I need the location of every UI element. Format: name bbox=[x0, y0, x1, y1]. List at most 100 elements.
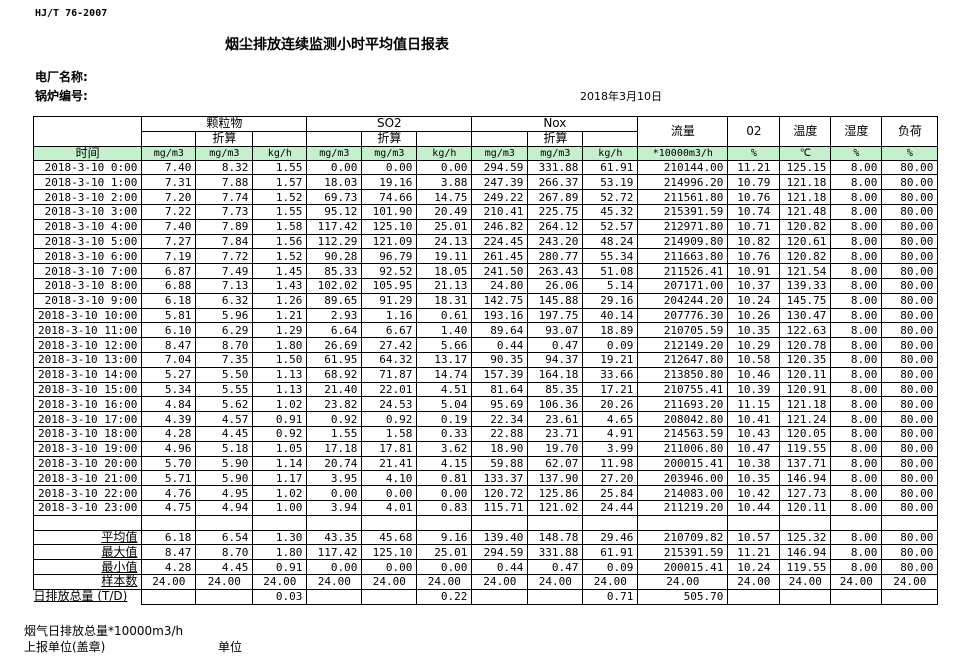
value-cell: 1.80 bbox=[252, 544, 308, 561]
value-cell: 92.52 bbox=[361, 263, 418, 279]
value-cell: 81.64 bbox=[471, 381, 529, 398]
summary-label: 最大值 bbox=[32, 544, 143, 561]
time-cell: 2018-3-10 10:00 bbox=[32, 307, 143, 324]
value-cell: 102.02 bbox=[306, 277, 363, 294]
value-cell: 10.29 bbox=[727, 337, 781, 353]
value-cell: 125.32 bbox=[779, 529, 832, 546]
value-cell: 10.58 bbox=[727, 351, 781, 368]
page-title: 烟尘排放连续监测小时平均值日报表 bbox=[225, 37, 449, 53]
time-cell: 2018-3-10 4:00 bbox=[32, 218, 143, 235]
time-cell: 2018-3-10 16:00 bbox=[32, 396, 143, 413]
value-cell: 23.71 bbox=[527, 425, 584, 442]
value-cell: 4.15 bbox=[416, 455, 473, 472]
value-cell: 120.05 bbox=[779, 425, 832, 442]
value-cell: 6.18 bbox=[141, 529, 197, 546]
table-row: 2018-3-10 15:00 5.34 5.55 1.13 21.40 22.01 4.5… bbox=[32, 381, 939, 398]
value-cell: 8.00 bbox=[830, 322, 883, 339]
value-cell: 280.77 bbox=[527, 248, 584, 265]
summary-label: 样本数 bbox=[32, 573, 143, 590]
value-cell: 10.37 bbox=[727, 277, 781, 294]
value-cell: 7.74 bbox=[195, 189, 254, 205]
value-cell: 5.34 bbox=[141, 381, 197, 398]
value-cell: 6.54 bbox=[195, 529, 254, 546]
blank-cell bbox=[195, 514, 254, 531]
value-cell: 120.82 bbox=[779, 248, 832, 265]
summary-label: 日排放总量 (T/D) bbox=[33, 588, 143, 604]
value-cell: 261.45 bbox=[471, 248, 529, 265]
value-cell: 112.29 bbox=[306, 233, 363, 250]
value-cell: 115.71 bbox=[471, 499, 529, 516]
table-row: 2018-3-10 6:00 7.19 7.72 1.52 90.28 96.79 19.1… bbox=[32, 248, 939, 265]
value-cell: 5.14 bbox=[582, 277, 639, 294]
value-cell: 6.67 bbox=[361, 322, 418, 339]
value-cell: 4.91 bbox=[582, 425, 639, 442]
value-cell: 3.94 bbox=[306, 499, 363, 516]
table-row: 2018-3-10 10:00 5.81 5.96 1.21 2.93 1.16 0.61 1… bbox=[32, 307, 939, 324]
value-cell: 11.21 bbox=[727, 159, 781, 176]
unit-cell: % bbox=[830, 145, 883, 161]
value-cell: 121.18 bbox=[779, 396, 832, 413]
time-cell: 2018-3-10 6:00 bbox=[32, 248, 143, 265]
value-cell: 294.59 bbox=[471, 544, 529, 561]
time-cell: 2018-3-10 1:00 bbox=[32, 174, 143, 191]
value-cell: 24.00 bbox=[582, 573, 639, 590]
value-cell bbox=[527, 588, 584, 605]
value-cell: 8.00 bbox=[830, 307, 883, 324]
value-cell: 0.00 bbox=[361, 159, 418, 176]
value-cell: 61.95 bbox=[306, 351, 363, 368]
time-cell: 2018-3-10 22:00 bbox=[32, 485, 143, 501]
value-cell: 29.16 bbox=[582, 292, 639, 309]
value-cell: 1.26 bbox=[252, 292, 308, 309]
table-row: 2018-3-10 17:00 4.39 4.57 0.91 0.92 0.92 0.19 2… bbox=[32, 411, 939, 427]
value-cell: 247.39 bbox=[471, 174, 529, 191]
value-cell: 139.33 bbox=[779, 277, 832, 294]
value-cell: 1.40 bbox=[416, 322, 473, 339]
value-cell: 24.00 bbox=[779, 573, 832, 590]
value-cell: 5.71 bbox=[141, 470, 197, 487]
value-cell: 8.00 bbox=[830, 248, 883, 265]
table-row: 2018-3-10 13:00 7.04 7.35 1.50 61.95 64.32 13.… bbox=[32, 351, 939, 368]
value-cell: 249.22 bbox=[471, 189, 529, 205]
value-cell: 125.10 bbox=[361, 544, 418, 561]
value-cell bbox=[727, 588, 781, 605]
table-row: 2018-3-10 22:00 4.76 4.95 1.02 0.00 0.00 0.00 1… bbox=[32, 485, 939, 501]
value-cell: 127.73 bbox=[779, 485, 832, 501]
value-cell: 24.00 bbox=[141, 573, 197, 590]
unit-cell: mg/m3 bbox=[306, 145, 363, 161]
value-cell: 203946.00 bbox=[637, 470, 729, 487]
value-cell: 40.14 bbox=[582, 307, 639, 324]
flue-gas-total-label: 烟气日排放总量*10000m3/h bbox=[24, 624, 184, 638]
value-cell: 121.09 bbox=[361, 233, 418, 250]
value-cell: 24.00 bbox=[527, 573, 584, 590]
value-cell: 7.40 bbox=[141, 159, 197, 176]
value-cell: 6.10 bbox=[141, 322, 197, 339]
value-cell: 8.70 bbox=[195, 544, 254, 561]
value-cell: 1.02 bbox=[252, 396, 308, 413]
value-cell: 0.44 bbox=[471, 337, 529, 353]
value-cell: 0.00 bbox=[416, 559, 473, 575]
time-cell: 2018-3-10 18:00 bbox=[32, 425, 143, 442]
value-cell bbox=[361, 588, 418, 605]
blank-cell bbox=[582, 514, 639, 531]
value-cell: 1.52 bbox=[252, 189, 308, 205]
value-cell: 4.94 bbox=[195, 499, 254, 516]
value-cell: 5.90 bbox=[195, 455, 254, 472]
table-row: 2018-3-10 1:00 7.31 7.88 1.57 18.03 19.16 3.88… bbox=[32, 174, 939, 191]
value-cell: 19.70 bbox=[527, 440, 584, 457]
value-cell: 1.14 bbox=[252, 455, 308, 472]
value-cell: 0.00 bbox=[306, 485, 363, 501]
value-cell: 25.84 bbox=[582, 485, 639, 501]
value-cell: 10.76 bbox=[727, 248, 781, 265]
blank-cell bbox=[527, 514, 584, 531]
value-cell: 120.91 bbox=[779, 381, 832, 398]
value-cell: 4.28 bbox=[141, 425, 197, 442]
value-cell: 29.46 bbox=[582, 529, 639, 546]
value-cell: 7.27 bbox=[141, 233, 197, 250]
value-cell: 22.34 bbox=[471, 411, 529, 427]
value-cell: 51.08 bbox=[582, 263, 639, 279]
value-cell: 215391.59 bbox=[637, 203, 729, 220]
value-cell: 8.00 bbox=[830, 337, 883, 353]
value-cell: 1.58 bbox=[252, 218, 308, 235]
time-cell: 2018-3-10 0:00 bbox=[32, 159, 143, 176]
value-cell: 200015.41 bbox=[637, 455, 729, 472]
